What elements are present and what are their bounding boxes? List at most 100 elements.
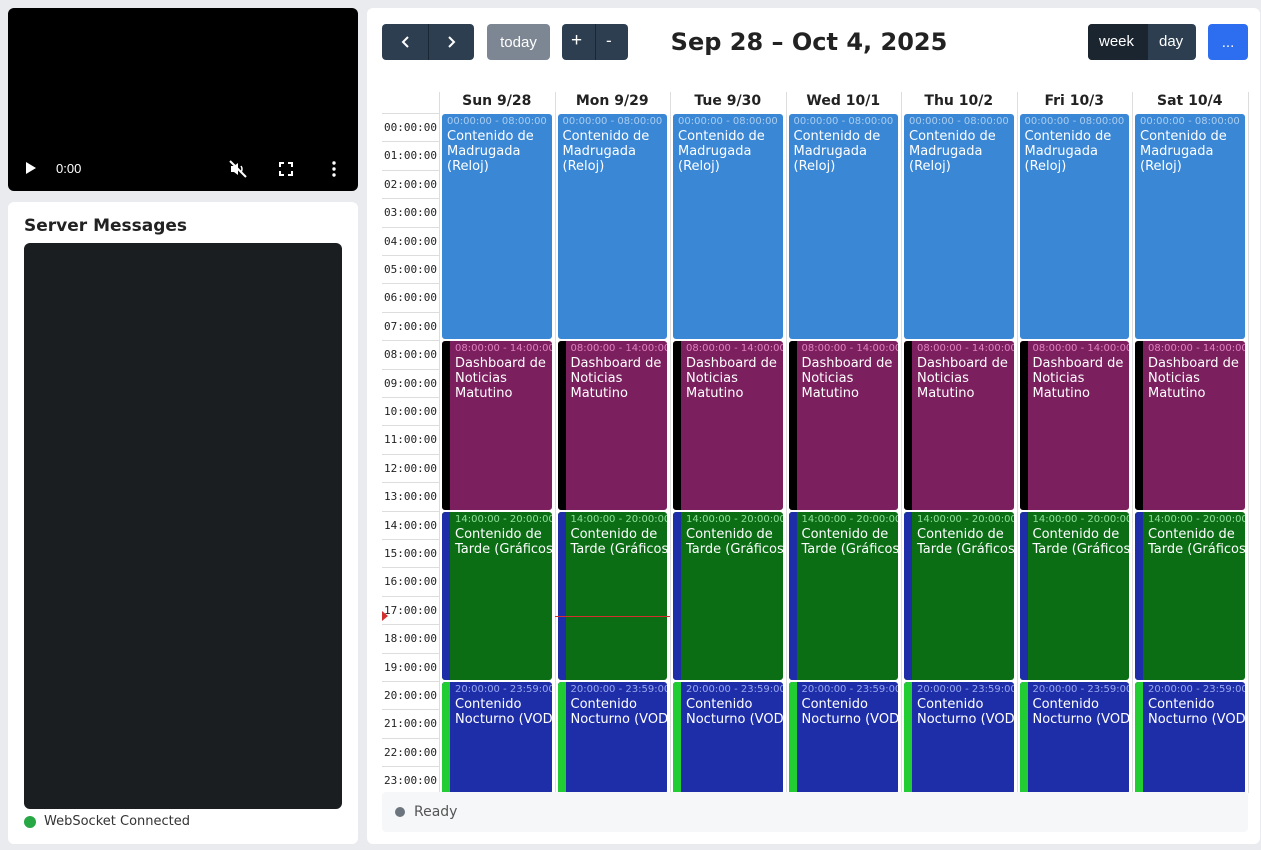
event-time: 14:00:00 - 20:00:00: [801, 513, 899, 525]
calendar-event[interactable]: 08:00:00 - 14:00:00 Dashboard de Noticias…: [1019, 341, 1129, 510]
hour-line: [382, 226, 439, 228]
event-title: Contenido de Tarde (Gráficos): [1148, 526, 1245, 557]
calendar-event[interactable]: 08:00:00 - 14:00:00 Dashboard de Noticias…: [904, 341, 1014, 510]
status-dot-icon: [24, 815, 36, 828]
calendar-event[interactable]: 20:00:00 - 23:59:00 Contenido Nocturno (V…: [1135, 682, 1245, 794]
event-category-strip: [557, 341, 566, 510]
event-title: Contenido de Madrugada (Reloj): [447, 129, 534, 174]
event-title: Contenido Nocturno (VOD): [686, 697, 783, 727]
event-time: 14:00:00 - 20:00:00: [686, 513, 783, 525]
day-header[interactable]: Fri 10/3: [1044, 93, 1105, 109]
calendar-event[interactable]: 08:00:00 - 14:00:00 Dashboard de Noticias…: [673, 341, 783, 510]
calendar-event[interactable]: 00:00:00 - 08:00:00 Contenido de Madrugad…: [904, 114, 1014, 340]
day-header[interactable]: Sat 10/4: [1157, 93, 1223, 109]
calendar-event[interactable]: 20:00:00 - 23:59:00 Contenido Nocturno (V…: [673, 682, 783, 794]
status-bar: Ready: [382, 792, 1248, 832]
calendar-event[interactable]: 20:00:00 - 23:59:00 Contenido Nocturno (V…: [442, 682, 552, 794]
event-title: Contenido Nocturno (VOD): [570, 697, 668, 727]
calendar-event[interactable]: 20:00:00 - 23:59:00 Contenido Nocturno (V…: [904, 682, 1014, 794]
time-label: 22:00:00: [384, 745, 437, 759]
zoom-in-button[interactable]: +: [571, 30, 583, 51]
time-label: 14:00:00: [384, 518, 437, 532]
day-divider: [901, 92, 902, 793]
event-category-strip: [1019, 341, 1028, 510]
day-header[interactable]: Wed 10/1: [806, 93, 881, 109]
today-button[interactable]: today: [487, 24, 550, 60]
calendar-event[interactable]: 14:00:00 - 20:00:00 Contenido de Tarde (G…: [557, 511, 668, 680]
event-title: Dashboard de Noticias Matutino: [1032, 356, 1124, 402]
event-time: 20:00:00 - 23:59:00: [917, 684, 1014, 695]
hour-line: [382, 624, 439, 626]
hour-line: [382, 169, 439, 171]
day-divider: [1247, 92, 1249, 793]
calendar-event[interactable]: 08:00:00 - 14:00:00 Dashboard de Noticias…: [788, 341, 898, 510]
calendar-event[interactable]: 08:00:00 - 14:00:00 Dashboard de Noticias…: [1135, 341, 1245, 510]
calendar-event[interactable]: 14:00:00 - 20:00:00 Contenido de Tarde (G…: [442, 511, 552, 680]
event-title: Contenido Nocturno (VOD): [455, 697, 552, 727]
event-title: Contenido Nocturno (VOD): [917, 697, 1014, 727]
time-label: 20:00:00: [384, 689, 437, 702]
calendar-event[interactable]: 14:00:00 - 20:00:00 Contenido de Tarde (G…: [904, 511, 1014, 680]
event-category-strip: [1019, 511, 1028, 680]
hour-line: [382, 198, 439, 200]
day-header[interactable]: Mon 9/29: [575, 93, 649, 109]
week-grid[interactable]: Sun 9/28 Mon 9/29 Tue 9/30 Wed 10/1 Thu 10/2…: [382, 83, 1249, 794]
event-title: Contenido de Madrugada (Reloj): [793, 129, 881, 174]
calendar-event[interactable]: 20:00:00 - 23:59:00 Contenido Nocturno (V…: [557, 682, 668, 794]
calendar-event[interactable]: 00:00:00 - 08:00:00 Contenido de Madrugad…: [1019, 114, 1129, 340]
zoom-out-button[interactable]: -: [606, 31, 612, 50]
hour-line: [382, 255, 439, 256]
event-time: 14:00:00 - 20:00:00: [1148, 513, 1245, 525]
event-category-strip: [1135, 511, 1143, 680]
event-time: 08:00:00 - 14:00:00: [686, 343, 783, 355]
event-time: 20:00:00 - 23:59:00: [1148, 684, 1245, 695]
time-label: 05:00:00: [384, 263, 437, 276]
calendar-event[interactable]: 00:00:00 - 08:00:00 Contenido de Madrugad…: [673, 114, 783, 340]
week-view-button[interactable]: week: [1099, 33, 1135, 50]
event-time: 20:00:00 - 23:59:00: [570, 684, 668, 695]
calendar-event[interactable]: 08:00:00 - 14:00:00 Dashboard de Noticias…: [442, 341, 552, 510]
event-category-strip: [442, 341, 450, 510]
day-header[interactable]: Tue 9/30: [694, 93, 762, 109]
day-view-button[interactable]: day: [1159, 33, 1184, 50]
event-time: 00:00:00 - 08:00:00: [678, 116, 778, 127]
zoom-group: + -: [562, 24, 628, 60]
day-divider: [670, 92, 671, 793]
play-icon[interactable]: [26, 162, 36, 174]
video-player[interactable]: 0:00: [8, 8, 358, 191]
event-time: 14:00:00 - 20:00:00: [570, 513, 668, 525]
calendar-event[interactable]: 00:00:00 - 08:00:00 Contenido de Madrugad…: [788, 114, 898, 340]
calendar-event[interactable]: 00:00:00 - 08:00:00 Contenido de Madrugad…: [442, 114, 552, 340]
calendar-event[interactable]: 20:00:00 - 23:59:00 Contenido Nocturno (V…: [1019, 682, 1129, 794]
event-title: Contenido de Tarde (Gráficos): [570, 526, 668, 557]
calendar-event[interactable]: 00:00:00 - 08:00:00 Contenido de Madrugad…: [557, 114, 667, 340]
calendar-event[interactable]: 14:00:00 - 20:00:00 Contenido de Tarde (G…: [788, 511, 899, 680]
chevron-right-icon[interactable]: [443, 34, 459, 50]
day-header[interactable]: Sun 9/28: [462, 93, 532, 109]
calendar-event[interactable]: 00:00:00 - 08:00:00 Contenido de Madrugad…: [1135, 114, 1245, 340]
time-label: 13:00:00: [384, 490, 437, 504]
time-label: 17:00:00: [384, 603, 437, 617]
hour-line: [382, 567, 439, 569]
event-title: Dashboard de Noticias Matutino: [455, 356, 546, 402]
time-label: 08:00:00: [384, 348, 437, 362]
mute-icon[interactable]: [228, 159, 248, 179]
more-button[interactable]: ...: [1208, 24, 1248, 60]
more-options-icon[interactable]: [324, 159, 344, 179]
hour-line: [382, 283, 439, 285]
calendar-event[interactable]: 20:00:00 - 23:59:00 Contenido Nocturno (V…: [788, 682, 898, 794]
calendar-event[interactable]: 14:00:00 - 20:00:00 Contenido de Tarde (G…: [1019, 511, 1129, 680]
event-title: Contenido de Tarde (Gráficos): [455, 526, 552, 557]
calendar-event[interactable]: 14:00:00 - 20:00:00 Contenido de Tarde (G…: [1135, 511, 1245, 680]
fullscreen-icon[interactable]: [276, 159, 296, 179]
event-title: Contenido de Madrugada (Reloj): [562, 129, 650, 174]
now-indicator-line: [554, 615, 670, 617]
time-label: 02:00:00: [384, 177, 437, 191]
server-messages-log[interactable]: [24, 243, 342, 809]
calendar-event[interactable]: 08:00:00 - 14:00:00 Dashboard de Noticias…: [557, 341, 667, 510]
calendar-event[interactable]: 14:00:00 - 20:00:00 Contenido de Tarde (G…: [673, 511, 783, 680]
day-header[interactable]: Thu 10/2: [924, 93, 994, 109]
chevron-left-icon[interactable]: [398, 34, 414, 50]
event-time: 20:00:00 - 23:59:00: [686, 684, 783, 695]
event-category-strip: [1019, 682, 1028, 794]
